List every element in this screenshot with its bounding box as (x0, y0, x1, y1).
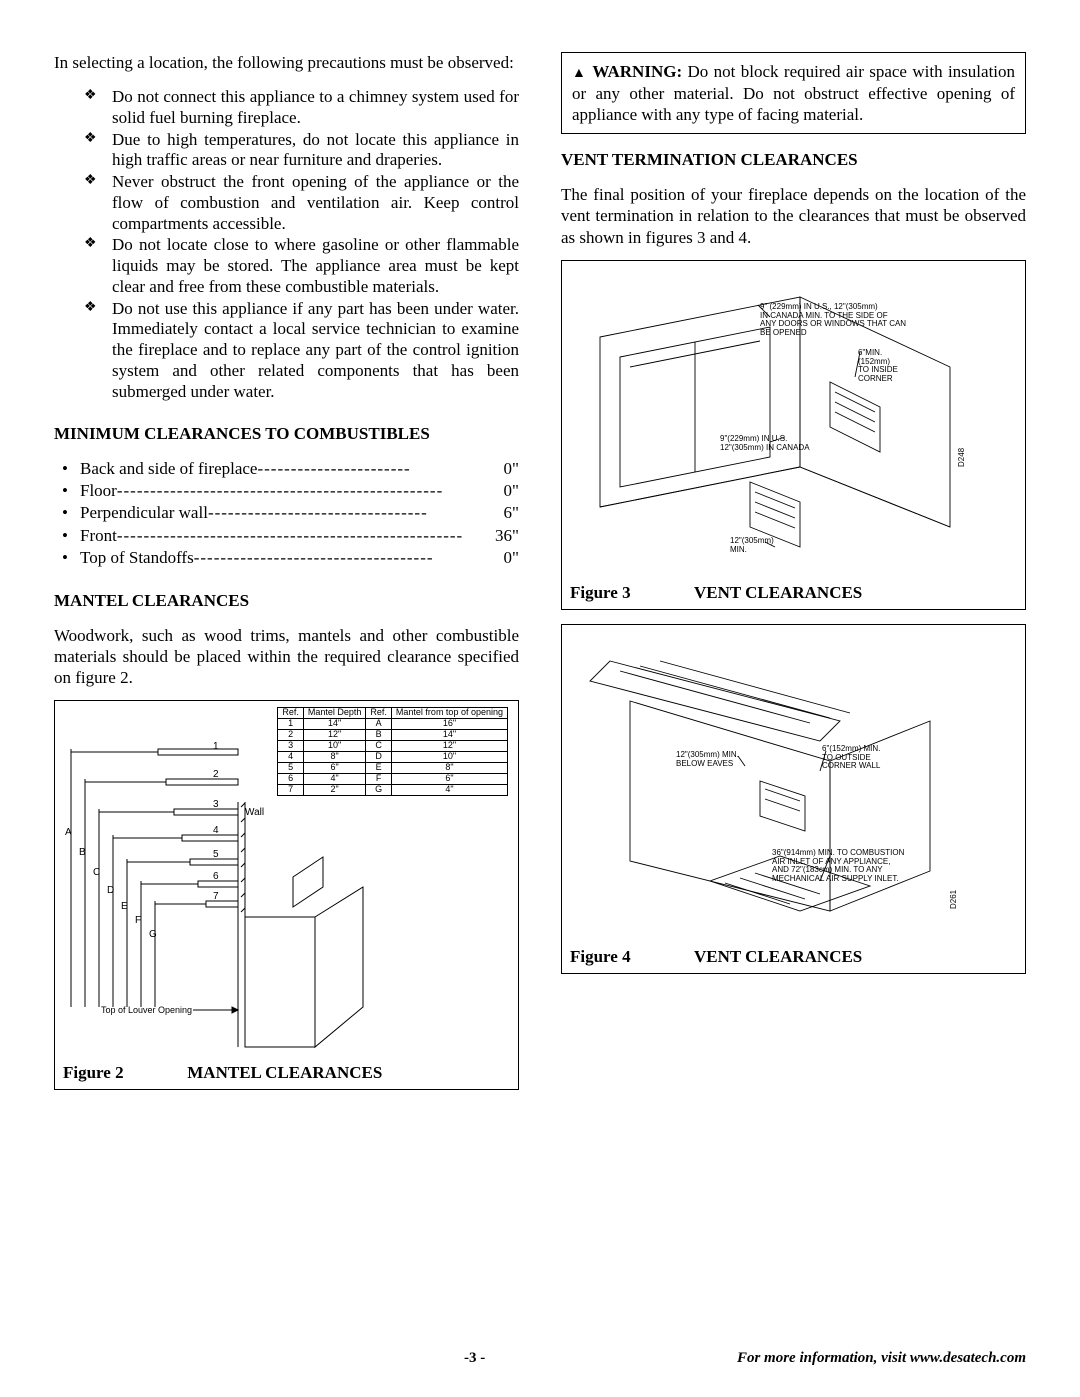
vent-term-heading: VENT TERMINATION CLEARANCES (561, 150, 1026, 170)
precaution-item: Never obstruct the front opening of the … (112, 172, 519, 234)
clearance-item: Back and side of fireplace -------------… (80, 458, 519, 480)
min-clearance-heading: MINIMUM CLEARANCES TO COMBUSTIBLES (54, 424, 519, 444)
mantel-para: Woodwork, such as wood trims, mantels an… (54, 625, 519, 689)
wall-label: Wall (245, 807, 264, 818)
fig4-diagram (570, 631, 1000, 941)
figure-4-box: 12"(305mm) MIN. BELOW EAVES 6"(152mm) MI… (561, 624, 1026, 974)
footer-info: For more information, visit www.desatech… (737, 1350, 1026, 1367)
figure-3-box: 9" (229mm) IN U.S., 12"(305mm) IN CANADA… (561, 260, 1026, 610)
mantel-heading: MANTEL CLEARANCES (54, 591, 519, 611)
page-footer: -3 - For more information, visit www.des… (54, 1350, 1026, 1367)
clearance-item: Perpendicular wall ---------------------… (80, 502, 519, 524)
precaution-item: Do not use this appliance if any part ha… (112, 299, 519, 403)
warning-icon: ▲ (572, 66, 587, 81)
warning-box: ▲ WARNING: Do not block required air spa… (561, 52, 1026, 134)
fig4-caption: Figure 4 VENT CLEARANCES (570, 947, 1017, 967)
clearance-item: Front ----------------------------------… (80, 525, 519, 547)
intro-text: In selecting a location, the following p… (54, 52, 519, 73)
precaution-item: Do not connect this appliance to a chimn… (112, 87, 519, 128)
warning-label: WARNING: (592, 62, 682, 81)
precaution-item: Do not locate close to where gasoline or… (112, 235, 519, 297)
clearance-item: Floor ----------------------------------… (80, 480, 519, 502)
figure-2-box: Ref. Mantel Depth Ref. Mantel from top o… (54, 700, 519, 1090)
clearance-item: Top of Standoffs -----------------------… (80, 547, 519, 569)
precaution-item: Due to high temperatures, do not locate … (112, 130, 519, 171)
fig2-caption: Figure 2 MANTEL CLEARANCES (63, 1063, 510, 1083)
precautions-list: Do not connect this appliance to a chimn… (54, 87, 519, 402)
clearance-list: Back and side of fireplace -------------… (54, 458, 519, 568)
vent-term-para: The final position of your fireplace dep… (561, 184, 1026, 248)
louver-label: Top of Louver Opening (101, 1005, 192, 1015)
page-number: -3 - (464, 1350, 485, 1367)
fig3-caption: Figure 3 VENT CLEARANCES (570, 583, 1017, 603)
